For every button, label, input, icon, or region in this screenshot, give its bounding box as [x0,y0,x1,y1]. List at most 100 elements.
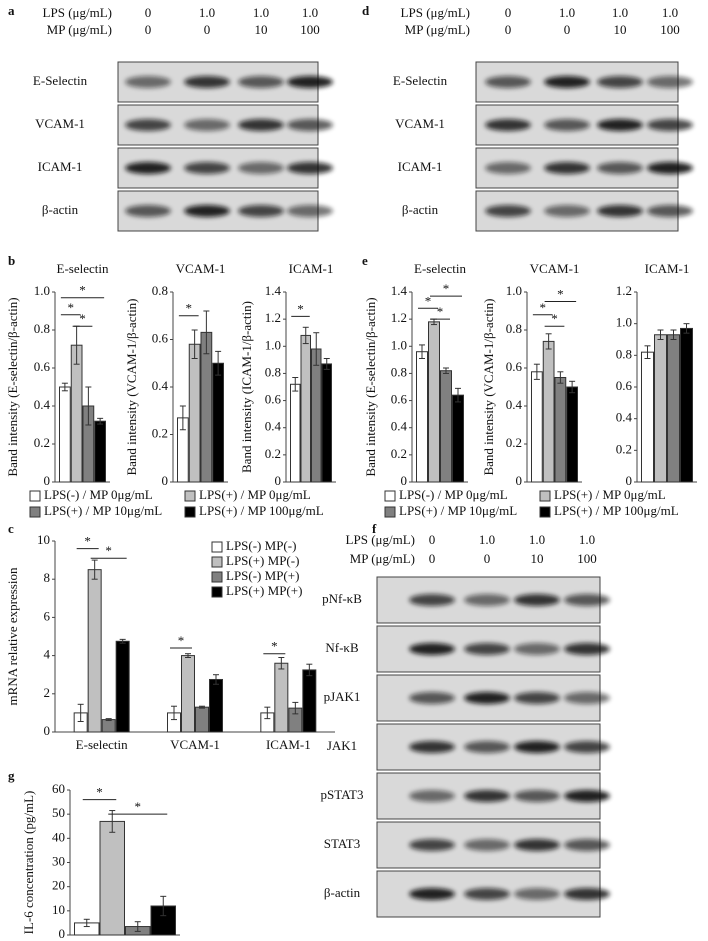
significance-mark: * [271,639,278,654]
error-bar [171,705,177,721]
panel-letter: f [372,521,377,536]
blot-row-label: ICAM-1 [398,159,443,174]
legend-label: LPS(+) / MP 100μg/mL [199,503,324,518]
blot-band [238,76,284,88]
blot-band [409,692,455,704]
error-bar [455,387,461,403]
y-tick-label: 0.6 [152,330,169,345]
bar [200,331,213,483]
y-tick-label: 10 [52,902,65,917]
error-bar [443,367,449,374]
error-bar [419,344,425,359]
y-axis-label: Band intensity (VCAM-1/β-actin) [124,298,139,475]
error-bar [119,638,126,644]
blot-band [287,76,333,88]
y-tick-label: 50 [52,805,65,820]
y-tick-label: 1.0 [34,283,50,298]
x-tick-label: VCAM-1 [170,737,220,752]
bar [440,370,452,483]
significance-mark: * [178,633,185,648]
y-tick-label: 2 [44,685,51,700]
chart-title: ICAM-1 [645,261,690,276]
blot-band [564,594,610,606]
y-tick-label: 1.2 [265,310,281,325]
y-tick-label: 1.0 [506,283,522,298]
panel-letter: c [8,521,14,536]
blot-band [485,119,531,131]
y-tick-label: 0 [44,723,51,738]
error-bar [306,663,313,677]
blot-band [287,205,333,217]
legend-label: LPS(+) / MP 10μg/mL [44,503,162,518]
y-tick-label: 1.4 [391,283,408,298]
error-bar [292,701,299,715]
panel-letter: d [362,3,370,18]
blot-band [564,839,610,851]
y-tick-label: 1.2 [616,283,632,298]
blot-header-value: 1.0 [662,5,678,20]
legend-label: LPS(+) / MP 10μg/mL [399,503,517,518]
legend-label: LPS(-) / MP 0μg/mL [44,487,153,502]
blot-row-label: pNf-κB [322,591,362,606]
blot-band [464,594,510,606]
blot-band [597,76,643,88]
blot-header-value: 0 [429,551,436,566]
blot-header-value: 1.0 [253,5,269,20]
legend-swatch [539,506,551,518]
y-tick-label: 0 [401,473,408,488]
blot-row-label: pSTAT3 [320,787,363,802]
blot-header-value: 0 [505,5,512,20]
y-tick-label: 0.8 [265,364,281,379]
y-tick-label: 0 [162,473,169,488]
y-tick-label: 0 [44,473,51,488]
blot-band [485,205,531,217]
blot-band [409,643,455,655]
significance-mark: * [79,311,86,326]
y-tick-label: 10 [37,532,50,547]
blot-row-label: E-Selectin [33,73,88,88]
blot-header-value: 0 [429,532,436,547]
blot-band [409,790,455,802]
legend-swatch [29,490,41,502]
blot-band [464,741,510,753]
bar [181,655,195,733]
y-axis-label: Band intensity (VCAM-1/β-actin) [481,298,496,475]
blot-band [184,162,230,174]
blot-band [597,162,643,174]
y-tick-label: 0.2 [506,435,522,450]
chart-title: VCAM-1 [176,261,226,276]
blot-header-value: 0 [484,551,491,566]
blot-band [287,162,333,174]
legend-swatch [211,556,223,568]
y-tick-label: 0.2 [616,441,632,456]
blot-header-value: 1.0 [302,5,318,20]
blot-band [125,205,171,217]
blot-band [647,76,693,88]
bar [428,321,440,483]
bar [188,343,201,483]
y-tick-label: 0.6 [34,359,51,374]
x-tick-label: ICAM-1 [266,737,311,752]
blot-band [409,741,455,753]
panel-letter: b [8,253,15,268]
bar [641,351,654,483]
significance-mark: * [443,281,450,296]
bar [87,569,102,733]
bar [654,334,667,483]
blot-band [514,888,560,900]
blot-header-label: LPS (μg/mL) [43,5,112,20]
error-bar [213,674,219,685]
y-tick-label: 0.4 [391,419,408,434]
blot-band [564,643,610,655]
blot-header-label: MP (μg/mL) [350,551,415,566]
bar [59,386,71,483]
y-tick-label: 40 [52,829,65,844]
y-tick-label: 1.2 [391,310,407,325]
error-bar [91,559,98,580]
error-bar [292,377,299,392]
blot-band [238,119,284,131]
blot-header-value: 0 [145,22,152,37]
blot-band [485,162,531,174]
